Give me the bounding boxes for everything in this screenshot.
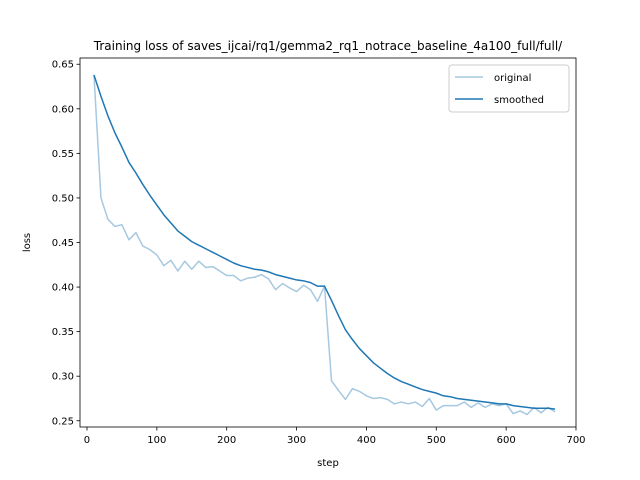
plot-lines: [93, 74, 556, 416]
y-tick-label: 0.35: [52, 327, 74, 338]
y-tick-label: 0.30: [52, 372, 74, 383]
legend-label-original: original: [494, 73, 531, 84]
x-axis-ticks: 0 100 200 300 400 500 600 700: [84, 427, 586, 446]
y-tick-label: 0.40: [52, 283, 74, 294]
x-tick-label: 400: [357, 435, 376, 446]
y-tick-label: 0.50: [52, 193, 74, 204]
x-tick-label: 600: [497, 435, 516, 446]
y-tick-label: 0.65: [52, 60, 74, 71]
x-tick-label: 500: [427, 435, 446, 446]
y-tick-label: 0.45: [52, 238, 74, 249]
y-tick-label: 0.25: [52, 416, 74, 427]
x-tick-label: 700: [566, 435, 585, 446]
x-tick-label: 0: [84, 435, 90, 446]
y-axis-ticks: 0.25 0.30 0.35 0.40 0.45 0.50 0.55 0.60 0.65: [52, 60, 80, 427]
x-tick-label: 100: [147, 435, 166, 446]
x-tick-label: 200: [217, 435, 236, 446]
legend-label-smoothed: smoothed: [494, 95, 544, 106]
y-axis-label: loss: [22, 233, 33, 252]
chart-title: Training loss of saves_ijcai/rq1/gemma2_…: [93, 39, 563, 53]
series-line-smoothed: [93, 74, 556, 410]
y-tick-label: 0.60: [52, 104, 74, 115]
y-tick-label: 0.55: [52, 149, 74, 160]
legend: original smoothed: [448, 64, 570, 113]
x-tick-label: 300: [287, 435, 306, 446]
x-axis-label: step: [317, 458, 339, 469]
